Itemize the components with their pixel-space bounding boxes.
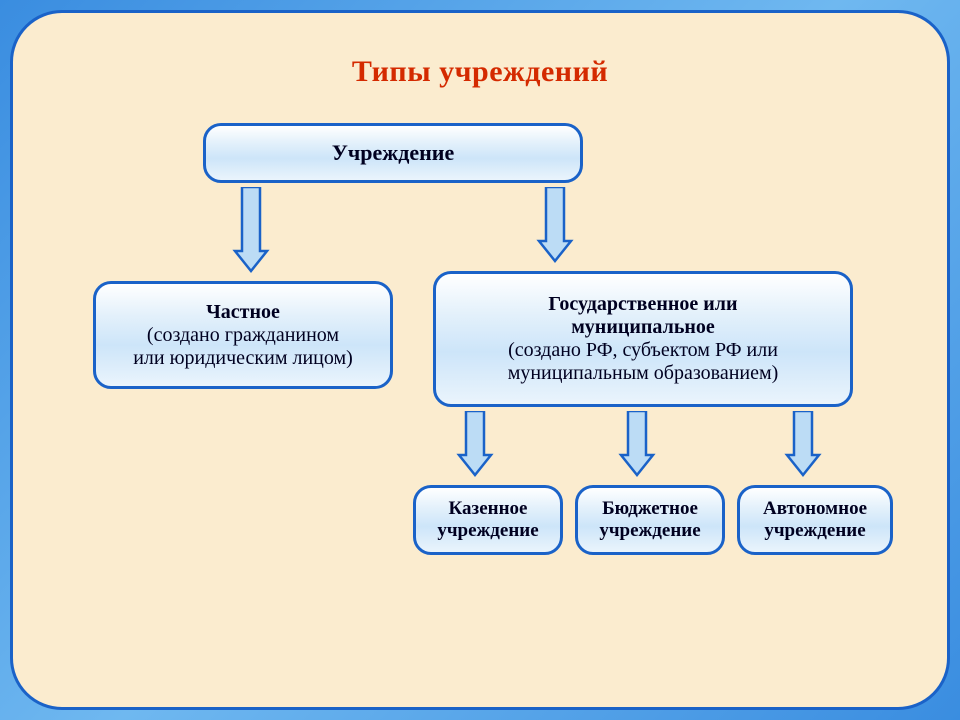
node-kazennoe: Казенное учреждение [413, 485, 563, 555]
node-autonomous: Автономное учреждение [737, 485, 893, 555]
node-private-label: Частное [206, 301, 280, 324]
arrow-to-kaz [455, 411, 495, 477]
node-state-label1: Государственное или [548, 293, 737, 316]
node-kaz-l2: учреждение [437, 520, 538, 542]
node-private-sub2: или юридическим лицом) [133, 347, 353, 370]
node-root: Учреждение [203, 123, 583, 183]
node-state-sub2: муниципальным образованием) [508, 362, 779, 385]
arrow-to-auto [783, 411, 823, 477]
node-budg-l1: Бюджетное [602, 498, 698, 520]
arrow-to-state [535, 187, 575, 263]
node-private-sub1: (создано гражданином [147, 324, 339, 347]
node-auto-l1: Автономное [763, 498, 867, 520]
node-state-label2: муниципальное [571, 316, 715, 339]
node-budget: Бюджетное учреждение [575, 485, 725, 555]
node-private: Частное (создано гражданином или юридиче… [93, 281, 393, 389]
node-kaz-l1: Казенное [449, 498, 528, 520]
arrow-to-private [231, 187, 271, 273]
node-state-sub1: (создано РФ, субъектом РФ или [508, 339, 778, 362]
node-state: Государственное или муниципальное (созда… [433, 271, 853, 407]
node-auto-l2: учреждение [764, 520, 865, 542]
outer-frame: Типы учреждений Учреждение Частное (созд… [0, 0, 960, 720]
diagram-title: Типы учреждений [13, 55, 947, 89]
node-root-label: Учреждение [332, 140, 455, 166]
node-budg-l2: учреждение [599, 520, 700, 542]
arrow-to-budg [617, 411, 657, 477]
panel: Типы учреждений Учреждение Частное (созд… [10, 10, 950, 710]
